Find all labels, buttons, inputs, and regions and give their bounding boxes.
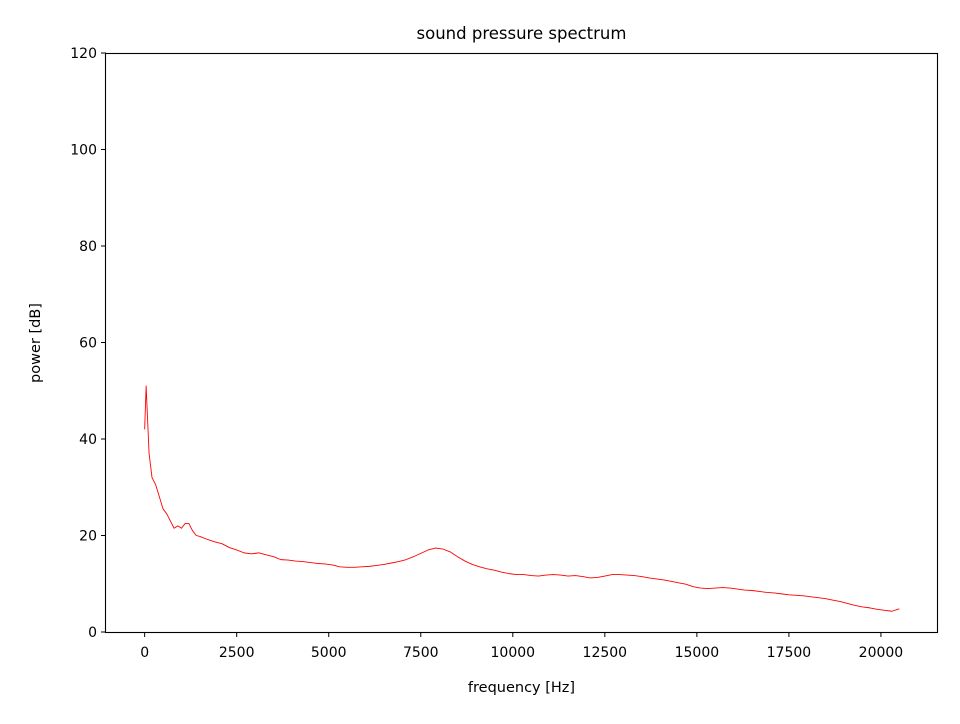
x-axis-label: frequency [Hz] — [468, 680, 575, 696]
x-tick-label: 15000 — [675, 645, 720, 661]
chart-title: sound pressure spectrum — [417, 24, 627, 43]
y-tick-label: 60 — [79, 336, 97, 352]
x-tick-label: 2500 — [219, 645, 255, 661]
y-tick-label: 20 — [79, 529, 97, 545]
y-tick-label: 40 — [79, 432, 97, 448]
y-tick-label: 120 — [70, 46, 97, 62]
plot-area — [144, 385, 900, 612]
y-tick-label: 80 — [79, 239, 97, 255]
x-tick-label: 12500 — [583, 645, 628, 661]
y-axis: 0 20 40 60 80 100 120 — [70, 46, 106, 641]
x-tick-label: 7500 — [403, 645, 439, 661]
y-tick-label: 100 — [70, 143, 97, 159]
plot-frame — [104, 52, 939, 634]
x-tick-label: 20000 — [859, 645, 904, 661]
x-tick-label: 0 — [140, 645, 149, 661]
x-tick-label: 10000 — [491, 645, 536, 661]
x-axis: 0 2500 5000 7500 10000 12500 15000 17500 20000 — [140, 632, 903, 661]
x-tick-label: 5000 — [311, 645, 347, 661]
x-tick-label: 17500 — [767, 645, 812, 661]
spectrum-line — [144, 385, 900, 612]
y-axis-label: power [dB] — [28, 303, 44, 383]
y-tick-label: 0 — [88, 625, 97, 641]
